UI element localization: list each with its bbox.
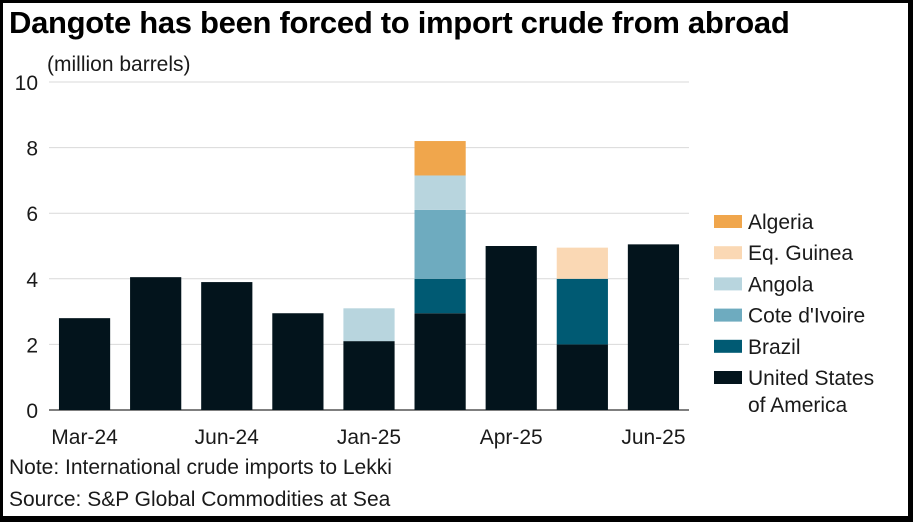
legend-swatch: [714, 371, 742, 384]
bars: [58, 141, 680, 410]
legend-swatch: [714, 246, 742, 260]
bar-segment: [485, 246, 537, 410]
bar-segment: [556, 247, 608, 279]
bar-segment: [414, 313, 466, 410]
bar-segment: [343, 308, 395, 342]
legend-swatch: [714, 339, 742, 353]
x-tick-label: Apr-25: [480, 426, 543, 449]
legend-swatch: [714, 277, 742, 291]
bar-segment: [414, 175, 466, 210]
legend-label: Cote d'Ivoire: [748, 305, 865, 328]
bar-segment: [627, 244, 680, 410]
legend-swatch: [714, 308, 742, 322]
y-tick-label: 0: [26, 400, 38, 423]
bar-segment: [130, 277, 182, 410]
y-tick-label: 4: [26, 269, 38, 292]
x-tick-label: Mar-24: [51, 426, 118, 449]
bar-segment: [414, 278, 466, 314]
legend-label: United States of America: [748, 367, 874, 417]
bar-segment: [272, 313, 324, 410]
bar-segment: [556, 278, 608, 345]
x-tick-label: Jun-25: [621, 426, 685, 449]
legend-label: Angola: [748, 273, 814, 296]
y-tick-label: 8: [26, 138, 38, 161]
y-tick-label: 10: [15, 72, 38, 95]
y-axis-tick-labels: 0 2 4 6 8 10: [15, 72, 39, 423]
chart-card: Dangote has been forced to import crude …: [3, 3, 908, 516]
x-tick-label: Jun-24: [195, 426, 260, 449]
x-axis-tick-labels: Mar-24 Jun-24 Jan-25 Apr-25 Jun-25: [51, 426, 685, 449]
bar-segment: [414, 141, 466, 176]
chart-note: Note: International crude imports to Lek…: [9, 456, 392, 479]
x-tick-label: Jan-25: [337, 426, 401, 449]
y-axis-units-label: (million barrels): [47, 53, 191, 76]
bar-segment: [414, 209, 466, 279]
y-tick-label: 6: [26, 203, 38, 226]
bar-segment: [556, 344, 608, 410]
stacked-bar-chart: 0 2 4 6 8 10 Mar-24 Jun-24 Jan-25 Apr-25 Jun-25 A…: [15, 72, 874, 449]
legend-label: Eq. Guinea: [748, 242, 853, 265]
bar-segment: [201, 282, 253, 410]
bar-segment: [343, 341, 395, 410]
legend: Algeria Eq. Guinea Angola Cote d'Ivoire Braz…: [714, 211, 874, 417]
y-tick-label: 2: [26, 334, 38, 357]
chart-source: Source: S&P Global Commodities at Sea: [9, 488, 391, 511]
legend-label: Brazil: [748, 336, 801, 359]
legend-label: Algeria: [748, 211, 814, 234]
legend-swatch: [714, 215, 742, 228]
chart-title: Dangote has been forced to import crude …: [9, 5, 790, 40]
bar-segment: [58, 318, 111, 410]
